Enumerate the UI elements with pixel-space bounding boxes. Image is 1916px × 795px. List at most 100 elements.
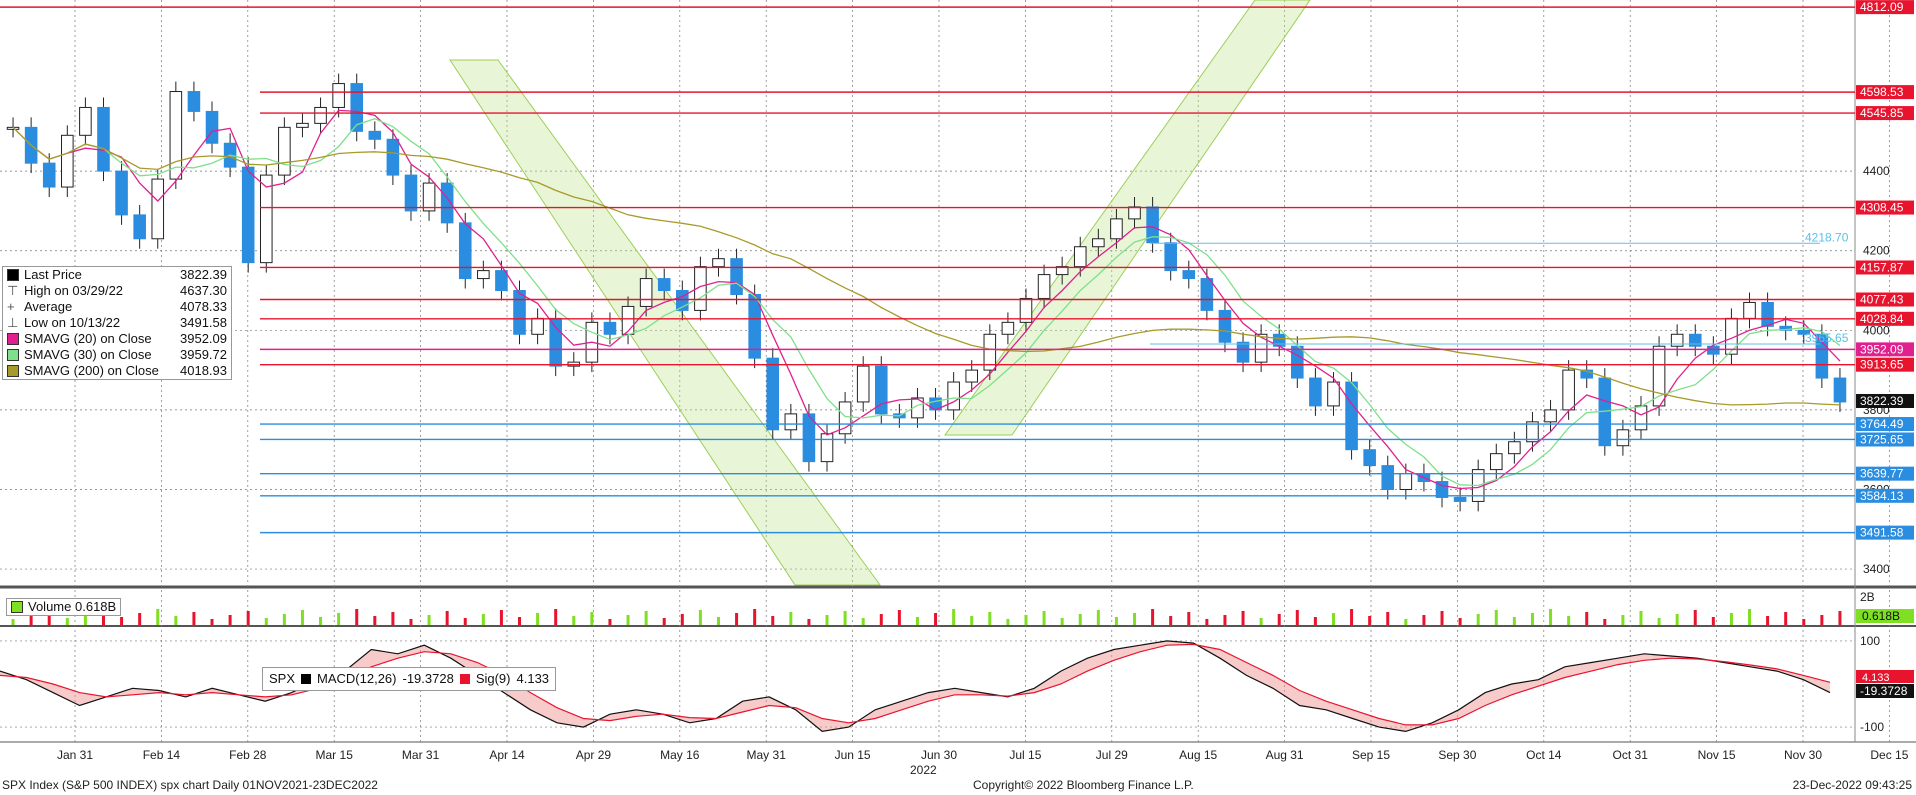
volume-bar xyxy=(1042,611,1046,625)
level-label: 4598.53 xyxy=(1860,85,1904,99)
candle-body xyxy=(1200,278,1214,311)
candle-body xyxy=(784,413,798,431)
volume-bar xyxy=(1241,611,1245,625)
level-box xyxy=(1856,525,1914,540)
volume-bar xyxy=(1096,610,1100,625)
x-tick-label: Jun 30 xyxy=(921,748,957,762)
sma-30-line xyxy=(12,118,1841,487)
macd-label: MACD(12,26) xyxy=(317,671,397,686)
volume-bar xyxy=(1331,613,1335,625)
volume-bar xyxy=(373,616,377,625)
candle-body xyxy=(133,214,146,240)
legend-label: SMAVG (30) on Close xyxy=(24,347,152,362)
signal-line xyxy=(0,643,1831,726)
volume-bar xyxy=(1838,611,1842,625)
level-box xyxy=(1856,292,1914,307)
low-marker-icon: ⊥ xyxy=(7,315,19,330)
candle-body xyxy=(1688,333,1702,347)
volume-bar xyxy=(337,613,341,625)
volume-bar xyxy=(843,611,847,625)
volume-legend: Volume 0.618B xyxy=(6,598,122,616)
volume-bar xyxy=(1476,614,1480,625)
candle-body xyxy=(1037,274,1051,299)
volume-bar xyxy=(1639,611,1643,625)
legend-label: High on 03/29/22 xyxy=(24,283,124,298)
up-channel xyxy=(944,0,1311,436)
volume-bar xyxy=(662,618,666,625)
volume-bar xyxy=(1151,609,1155,625)
candle-body xyxy=(531,317,544,335)
volume-bar xyxy=(499,610,503,625)
volume-bar xyxy=(518,617,522,625)
volume-bar xyxy=(970,616,974,625)
level-box xyxy=(1856,311,1914,326)
volume-bar xyxy=(300,610,304,625)
volume-bar xyxy=(644,611,648,625)
candle-body xyxy=(42,162,56,188)
legend-value: 4078.33 xyxy=(180,299,227,314)
candle-body xyxy=(1743,301,1756,319)
average-marker-icon: + xyxy=(7,299,15,314)
macd-swatch xyxy=(301,674,312,684)
level-box xyxy=(1856,393,1914,408)
signal-last-label: 4.133 xyxy=(1862,672,1890,684)
candle-body xyxy=(1128,206,1141,220)
volume-bar xyxy=(138,613,142,625)
candle-body xyxy=(332,83,345,108)
candle-body xyxy=(422,182,436,212)
candle-body xyxy=(440,182,454,224)
candle-body xyxy=(1634,405,1648,431)
volume-bar xyxy=(192,612,196,625)
legend-value: 4018.93 xyxy=(180,363,227,378)
volume-bar xyxy=(264,618,268,625)
macd-ticker: SPX xyxy=(269,671,296,686)
candle-body xyxy=(730,258,743,295)
volume-bar xyxy=(716,617,720,625)
volume-tick-label: 2B xyxy=(1860,590,1875,604)
x-tick-label: Mar 31 xyxy=(402,748,440,762)
volume-bar xyxy=(608,619,612,625)
volume-bar xyxy=(282,614,286,625)
level-box xyxy=(1856,260,1914,275)
candle-body xyxy=(549,317,562,367)
x-tick-label: Jul 15 xyxy=(1009,748,1041,762)
volume-bar xyxy=(698,610,702,625)
candle-body xyxy=(1453,496,1467,502)
macd-tick-label: 100 xyxy=(1860,634,1880,648)
high-marker-icon: ⊤ xyxy=(7,283,19,298)
candle-body xyxy=(1092,238,1105,248)
x-tick-label: Aug 31 xyxy=(1266,748,1304,762)
volume-bar xyxy=(1295,610,1299,625)
signal-last-box xyxy=(1856,670,1914,683)
candle-body xyxy=(97,106,110,172)
candle-body xyxy=(947,381,960,411)
volume-bar xyxy=(807,619,811,625)
candle-body xyxy=(1761,301,1774,327)
candle-body xyxy=(1779,325,1792,331)
candle-body xyxy=(1562,369,1575,411)
x-tick-label: May 16 xyxy=(660,748,700,762)
candle-body xyxy=(1381,465,1395,490)
volume-bar xyxy=(554,609,558,625)
candle-body xyxy=(838,401,852,435)
level-label: 4308.45 xyxy=(1860,201,1904,215)
volume-bar xyxy=(1711,617,1715,625)
x-tick-label: Jan 31 xyxy=(57,748,93,762)
level-label: 4812.09 xyxy=(1860,0,1904,14)
candle-body xyxy=(1055,266,1069,276)
y-tick-label: 3400 xyxy=(1863,562,1890,576)
candle-body xyxy=(1508,441,1521,455)
volume-bar xyxy=(1766,616,1770,625)
candle-body xyxy=(1489,453,1503,471)
macd-value: -19.3728 xyxy=(402,671,454,686)
candle-body xyxy=(1435,481,1449,498)
volume-bar xyxy=(1169,616,1173,625)
candle-body xyxy=(1254,333,1268,363)
volume-bar xyxy=(1187,612,1191,625)
candle-body xyxy=(1526,421,1539,443)
volume-value: 0.618B xyxy=(75,599,117,614)
volume-bar xyxy=(1784,612,1788,625)
volume-bar xyxy=(626,615,630,625)
volume-bar xyxy=(1440,611,1444,625)
y-tick-label: 4200 xyxy=(1863,244,1890,258)
